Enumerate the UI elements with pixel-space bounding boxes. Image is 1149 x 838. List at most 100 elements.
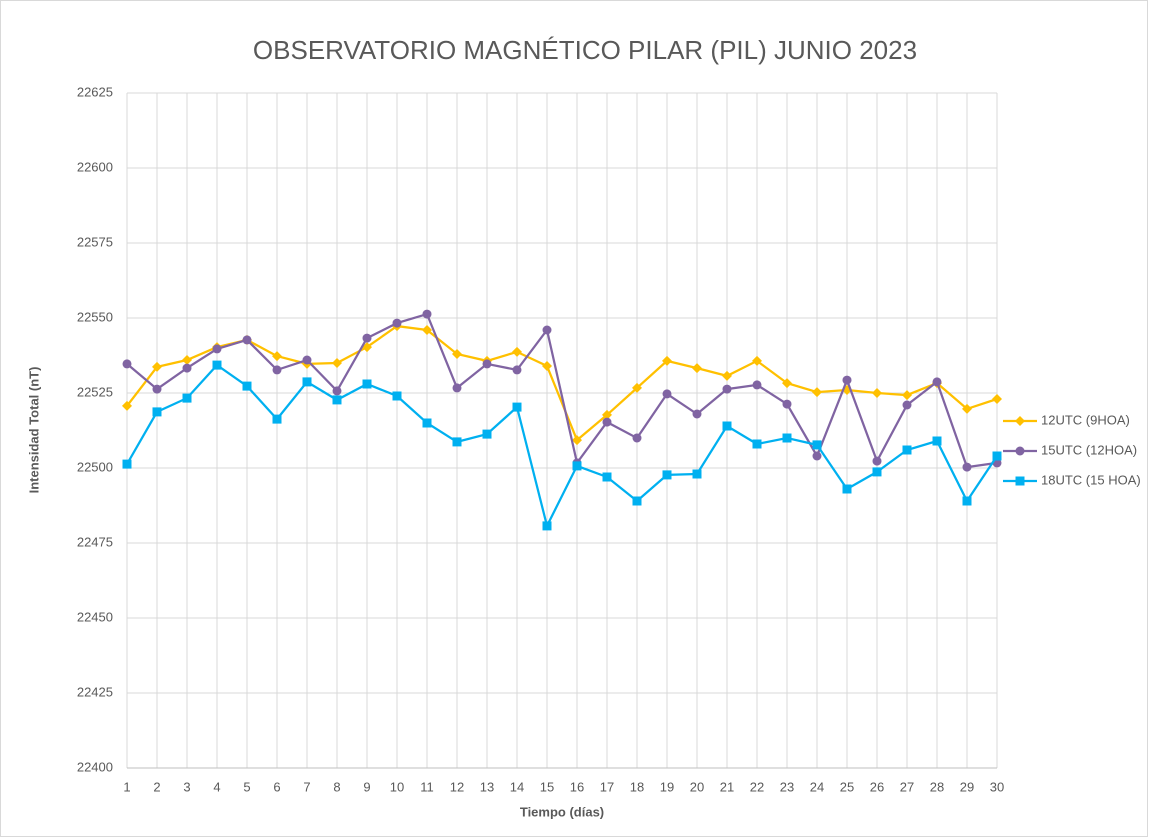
- series-line: [126, 363, 998, 530]
- x-tick-label: 3: [183, 779, 190, 794]
- marker: [542, 325, 552, 335]
- marker: [632, 496, 642, 506]
- legend-label: 18UTC (15 HOA): [1041, 472, 1141, 487]
- marker: [992, 394, 1002, 404]
- marker: [902, 445, 912, 455]
- marker: [242, 335, 252, 345]
- marker: [692, 363, 702, 374]
- marker: [422, 309, 432, 319]
- x-tick-label: 4: [213, 779, 220, 794]
- marker: [572, 461, 582, 471]
- marker: [842, 375, 852, 385]
- y-tick-label: 22550: [77, 309, 113, 324]
- marker: [872, 456, 882, 466]
- marker: [812, 440, 822, 450]
- marker: [962, 496, 972, 506]
- legend-marker: [1015, 476, 1025, 486]
- x-tick-label: 22: [750, 779, 764, 794]
- marker: [512, 402, 522, 412]
- series-line: [126, 312, 998, 469]
- marker: [122, 359, 132, 369]
- marker: [482, 429, 492, 439]
- legend-marker: [1015, 446, 1025, 456]
- x-tick-label: 13: [480, 779, 494, 794]
- x-axis-label: Tiempo (días): [520, 804, 604, 819]
- x-tick-label: 27: [900, 779, 914, 794]
- marker: [782, 433, 792, 443]
- marker: [752, 355, 762, 366]
- marker: [692, 409, 702, 419]
- x-tick-label: 28: [930, 779, 944, 794]
- x-tick-label: 2: [153, 779, 160, 794]
- marker: [902, 400, 912, 410]
- x-tick-label: 8: [333, 779, 340, 794]
- marker: [302, 377, 312, 387]
- marker: [182, 355, 192, 365]
- x-tick-label: 10: [390, 779, 404, 794]
- marker: [632, 382, 642, 393]
- marker: [662, 470, 672, 480]
- marker: [902, 390, 912, 401]
- marker: [362, 379, 372, 389]
- x-tick-label: 23: [780, 779, 794, 794]
- marker: [422, 418, 432, 428]
- x-tick-label: 14: [510, 779, 524, 794]
- marker: [482, 359, 492, 369]
- marker: [182, 363, 192, 373]
- legend-marker: [1015, 416, 1025, 426]
- marker: [782, 378, 792, 389]
- marker: [752, 380, 762, 390]
- marker: [452, 437, 462, 447]
- x-tick-label: 20: [690, 779, 704, 794]
- x-tick-label: 25: [840, 779, 854, 794]
- x-tick-label: 1: [123, 779, 130, 794]
- marker: [392, 318, 402, 328]
- marker: [512, 346, 522, 357]
- marker: [272, 351, 282, 362]
- x-tick-label: 19: [660, 779, 674, 794]
- marker: [872, 388, 882, 398]
- x-tick-label: 11: [420, 779, 434, 794]
- marker: [872, 467, 882, 477]
- marker: [572, 435, 582, 446]
- chart-title: OBSERVATORIO MAGNÉTICO PILAR (PIL) JUNIO…: [253, 35, 917, 65]
- marker: [722, 370, 732, 381]
- marker: [782, 399, 792, 409]
- marker: [272, 414, 282, 424]
- x-tick-label: 7: [303, 779, 310, 794]
- x-tick-label: 24: [810, 779, 824, 794]
- y-tick-label: 22425: [77, 684, 113, 699]
- x-tick-label: 12: [450, 779, 464, 794]
- x-tick-label: 15: [540, 779, 554, 794]
- marker: [242, 381, 252, 391]
- x-tick-label: 26: [870, 779, 884, 794]
- marker: [422, 325, 432, 335]
- x-tick-label: 6: [273, 779, 280, 794]
- marker: [152, 407, 162, 417]
- marker: [842, 484, 852, 494]
- marker: [332, 395, 342, 405]
- x-tick-label: 30: [990, 779, 1004, 794]
- x-tick-label: 5: [243, 779, 250, 794]
- marker: [992, 451, 1002, 461]
- marker: [542, 521, 552, 531]
- marker: [662, 355, 672, 366]
- marker: [542, 361, 552, 371]
- marker: [752, 439, 762, 449]
- marker: [602, 472, 612, 482]
- x-tick-label: 17: [600, 779, 614, 794]
- marker: [812, 387, 822, 398]
- y-tick-label: 22600: [77, 159, 113, 174]
- marker: [272, 365, 282, 375]
- marker: [302, 355, 312, 365]
- x-tick-label: 21: [720, 779, 734, 794]
- marker: [692, 469, 702, 479]
- y-tick-label: 22450: [77, 609, 113, 624]
- marker: [152, 384, 162, 394]
- marker: [512, 365, 522, 375]
- y-tick-label: 22500: [77, 459, 113, 474]
- marker: [332, 386, 342, 396]
- marker: [122, 400, 132, 411]
- y-tick-label: 22475: [77, 534, 113, 549]
